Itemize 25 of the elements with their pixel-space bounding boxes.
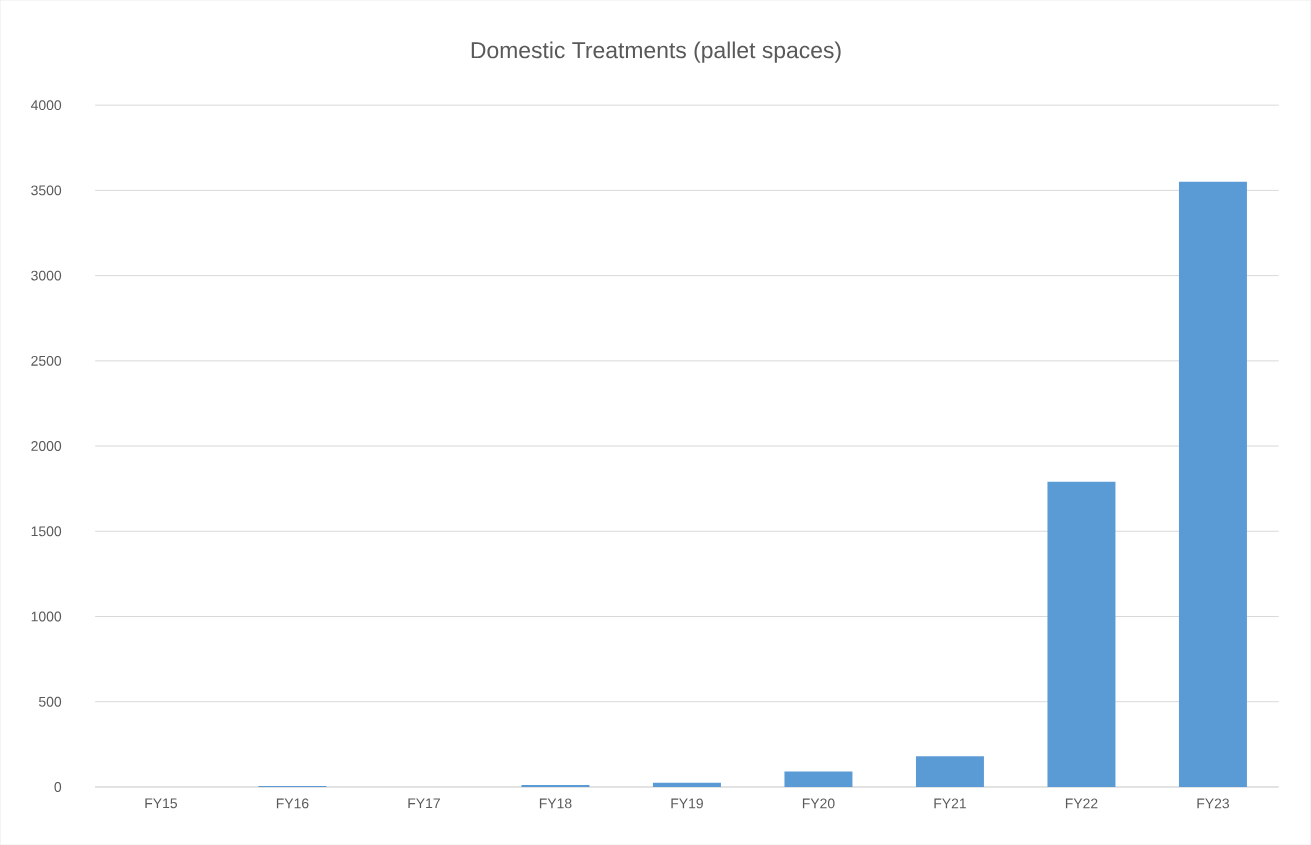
x-tick-label: FY18 xyxy=(539,798,572,809)
x-tick-label: FY23 xyxy=(1197,798,1230,809)
x-tick-label: FY22 xyxy=(1065,798,1098,809)
chart-title: Domestic Treatments (pallet spaces) xyxy=(471,41,841,63)
y-tick-label: 3000 xyxy=(31,270,62,281)
bar xyxy=(521,784,590,787)
y-tick-label: 0 xyxy=(54,781,62,792)
bar xyxy=(1047,481,1116,787)
y-tick-label: 2000 xyxy=(31,441,62,451)
x-tick-label: FY21 xyxy=(934,798,966,809)
y-tick-label: 2500 xyxy=(31,355,62,366)
x-tick-label: FY17 xyxy=(408,798,440,809)
x-tick-label: FY20 xyxy=(802,798,835,809)
x-tick-label: FY15 xyxy=(145,798,178,809)
bar xyxy=(652,782,721,787)
y-tick-label: 1500 xyxy=(31,526,62,537)
bar xyxy=(1178,181,1247,787)
y-tick-label: 500 xyxy=(38,696,62,707)
y-tick-label: 1000 xyxy=(31,611,62,622)
y-tick-label: 3500 xyxy=(31,185,62,196)
x-tick-label: FY19 xyxy=(671,798,703,809)
y-tick-label: 4000 xyxy=(30,100,62,111)
bar xyxy=(784,771,853,787)
x-tick-label: FY16 xyxy=(276,798,309,809)
bar xyxy=(915,756,984,787)
